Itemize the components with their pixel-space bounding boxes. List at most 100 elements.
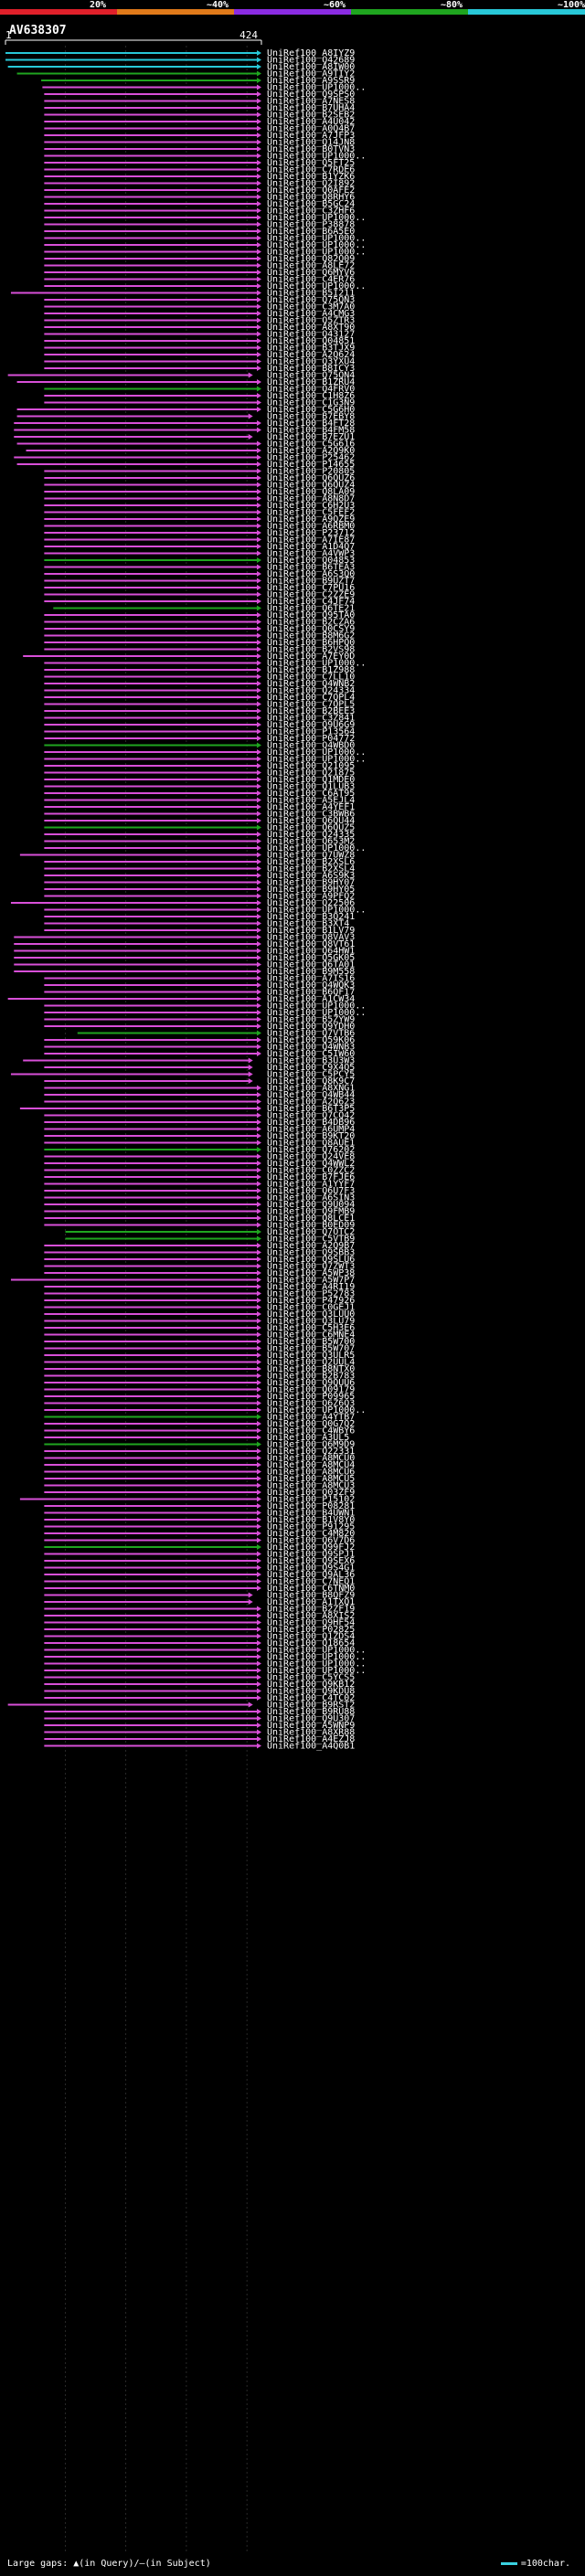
hit-label: UniRef100_A8IW00 <box>267 62 355 72</box>
hit-label: UniRef100_B9RU88 <box>267 1707 355 1717</box>
hit-arrow <box>257 804 261 810</box>
hit-label: UniRef100_B2VS98 <box>267 645 355 655</box>
hit-label: UniRef100_Q09179 <box>267 1385 355 1395</box>
identity-legend: 20% ~40% ~60% ~80% ~100% <box>0 0 585 18</box>
hit-arrow <box>257 1723 261 1728</box>
hit-arrow <box>257 242 261 248</box>
hit-arrow <box>257 194 261 200</box>
hit-label: UniRef100_A4Q0B1 <box>267 1742 355 1752</box>
legend-segment <box>0 9 117 15</box>
hit-label: UniRef100_UP1000.. <box>267 1008 366 1018</box>
hit-arrow <box>257 201 261 207</box>
hit-arrow <box>257 1523 261 1530</box>
hit-label: UniRef100_P20805 <box>267 467 355 477</box>
hit-arrow <box>257 1441 261 1447</box>
hit-arrow <box>248 434 253 440</box>
hit-label: UniRef100_Q7VTB6 <box>267 1029 355 1039</box>
hit-arrow <box>257 1468 261 1475</box>
hit-arrow <box>257 626 261 631</box>
hit-label: UniRef100_Q3LUU0 <box>267 1309 355 1320</box>
hit-arrow <box>257 1208 261 1214</box>
hit-arrow <box>257 1256 261 1262</box>
hit-label: UniRef100_A7IE87 <box>267 535 355 546</box>
hit-label: UniRef100_B2SEB2 <box>267 111 355 121</box>
legend-label: ~80% <box>441 0 463 10</box>
hit-label: UniRef100_C4WBY6 <box>267 1426 355 1436</box>
hit-arrow <box>248 1071 253 1077</box>
hit-arrow <box>257 879 261 885</box>
hit-arrow <box>257 1715 261 1722</box>
hit-arrow <box>257 1427 261 1434</box>
hit-arrow <box>257 1298 261 1303</box>
hit-label: UniRef100_C6H2U3 <box>267 501 355 511</box>
hit-label: UniRef100_A6UMP4 <box>267 1125 355 1135</box>
hit-label: UniRef100_Q8AUE1 <box>267 1139 355 1149</box>
hit-arrow <box>257 1537 261 1543</box>
hit-label: UniRef100_B7EBY8 <box>267 412 355 422</box>
hit-label: UniRef100_B2ZF19 <box>267 1605 355 1615</box>
hit-label: UniRef100_P14655 <box>267 460 355 470</box>
hit-arrow <box>257 407 261 412</box>
legend-segment <box>234 9 351 15</box>
hit-label: UniRef100_Q9KDU8 <box>267 1687 355 1697</box>
hit-label: UniRef100_Q59K06 <box>267 1035 355 1045</box>
hit-label: UniRef100_Q8VT61 <box>267 939 355 949</box>
hit-arrow <box>257 632 261 639</box>
hit-arrow <box>257 1373 261 1379</box>
hit-arrow <box>257 1263 261 1269</box>
hit-arrow <box>257 1119 261 1125</box>
hit-label: UniRef100_Q6QUZ6 <box>267 473 355 483</box>
hit-label: UniRef100_B5W700 <box>267 1337 355 1347</box>
hit-label: UniRef100_Q0G7Q2 <box>267 1419 355 1429</box>
hit-arrow <box>257 1277 261 1283</box>
hit-arrow <box>257 338 261 344</box>
hit-label: UniRef100_B3TJX9 <box>267 344 355 354</box>
hit-arrow <box>257 153 261 159</box>
hit-arrow <box>257 1126 261 1132</box>
hit-label: UniRef100_C1H8Z6 <box>267 391 355 401</box>
hit-label: UniRef100_UP1000.. <box>267 906 366 916</box>
hit-label: UniRef100_A5EJL4 <box>267 796 355 806</box>
hit-label: UniRef100_C0GEJ1 <box>267 1303 355 1313</box>
hit-arrow <box>257 1578 261 1585</box>
hit-label: UniRef100_Q9SPS0 <box>267 90 355 100</box>
hit-label: UniRef100_Q8K9C7 <box>267 1076 355 1087</box>
hit-arrow <box>257 797 261 803</box>
hit-label: UniRef100_Q9U094 <box>267 1200 355 1210</box>
hit-label: UniRef100_UP1000.. <box>267 747 366 758</box>
hit-arrow <box>257 756 261 762</box>
hit-label: UniRef100_Q6V7D6 <box>267 1536 355 1546</box>
legend-label: ~100% <box>558 0 585 10</box>
hit-arrow <box>257 495 261 502</box>
hit-arrow <box>257 701 261 707</box>
hit-label: UniRef100_Q5GK05 <box>267 953 355 963</box>
legend-segment <box>468 9 585 15</box>
hit-label: UniRef100_B7UHA4 <box>267 103 355 113</box>
hit-label: UniRef100_Q4WWL2 <box>267 1159 355 1169</box>
hit-label: UniRef100_C7QPL4 <box>267 693 355 703</box>
hit-label: UniRef100_Q42689 <box>267 56 355 66</box>
hit-arrow <box>257 1249 261 1256</box>
hit-label: UniRef100_B2BEE3 <box>267 706 355 716</box>
hit-arrow <box>257 1290 261 1297</box>
hit-arrow <box>257 1037 261 1043</box>
hit-label: UniRef100_C5YCS5 <box>267 1673 355 1683</box>
hit-label: UniRef100_A2Q624 <box>267 350 355 360</box>
hit-label: UniRef100_Q3ULR5 <box>267 1351 355 1361</box>
hit-label: UniRef100_Q8LA09 <box>267 487 355 497</box>
hit-label: UniRef100_A5WNP9 <box>267 1721 355 1731</box>
hit-arrow <box>257 1613 261 1618</box>
hit-label: UniRef100_B1Z988 <box>267 665 355 675</box>
hit-label: UniRef100_Q6TA01 <box>267 960 355 970</box>
hit-arrow <box>257 564 261 570</box>
hit-label: UniRef100_A1TXQ1 <box>267 1597 355 1607</box>
hit-arrow <box>257 174 261 179</box>
hit-arrow <box>257 660 261 666</box>
hit-label: UniRef100_Q4WB44 <box>267 1090 355 1100</box>
hit-label: UniRef100_Q8RHY6 <box>267 193 355 203</box>
hit-label: UniRef100_C4JF74 <box>267 597 355 607</box>
hit-label: UniRef100_Q3YXU4 <box>267 357 355 367</box>
hit-label: UniRef100_Q1ZDS4 <box>267 1632 355 1642</box>
hit-label: UniRef100_Q653M2 <box>267 837 355 847</box>
hit-arrow <box>257 160 261 165</box>
